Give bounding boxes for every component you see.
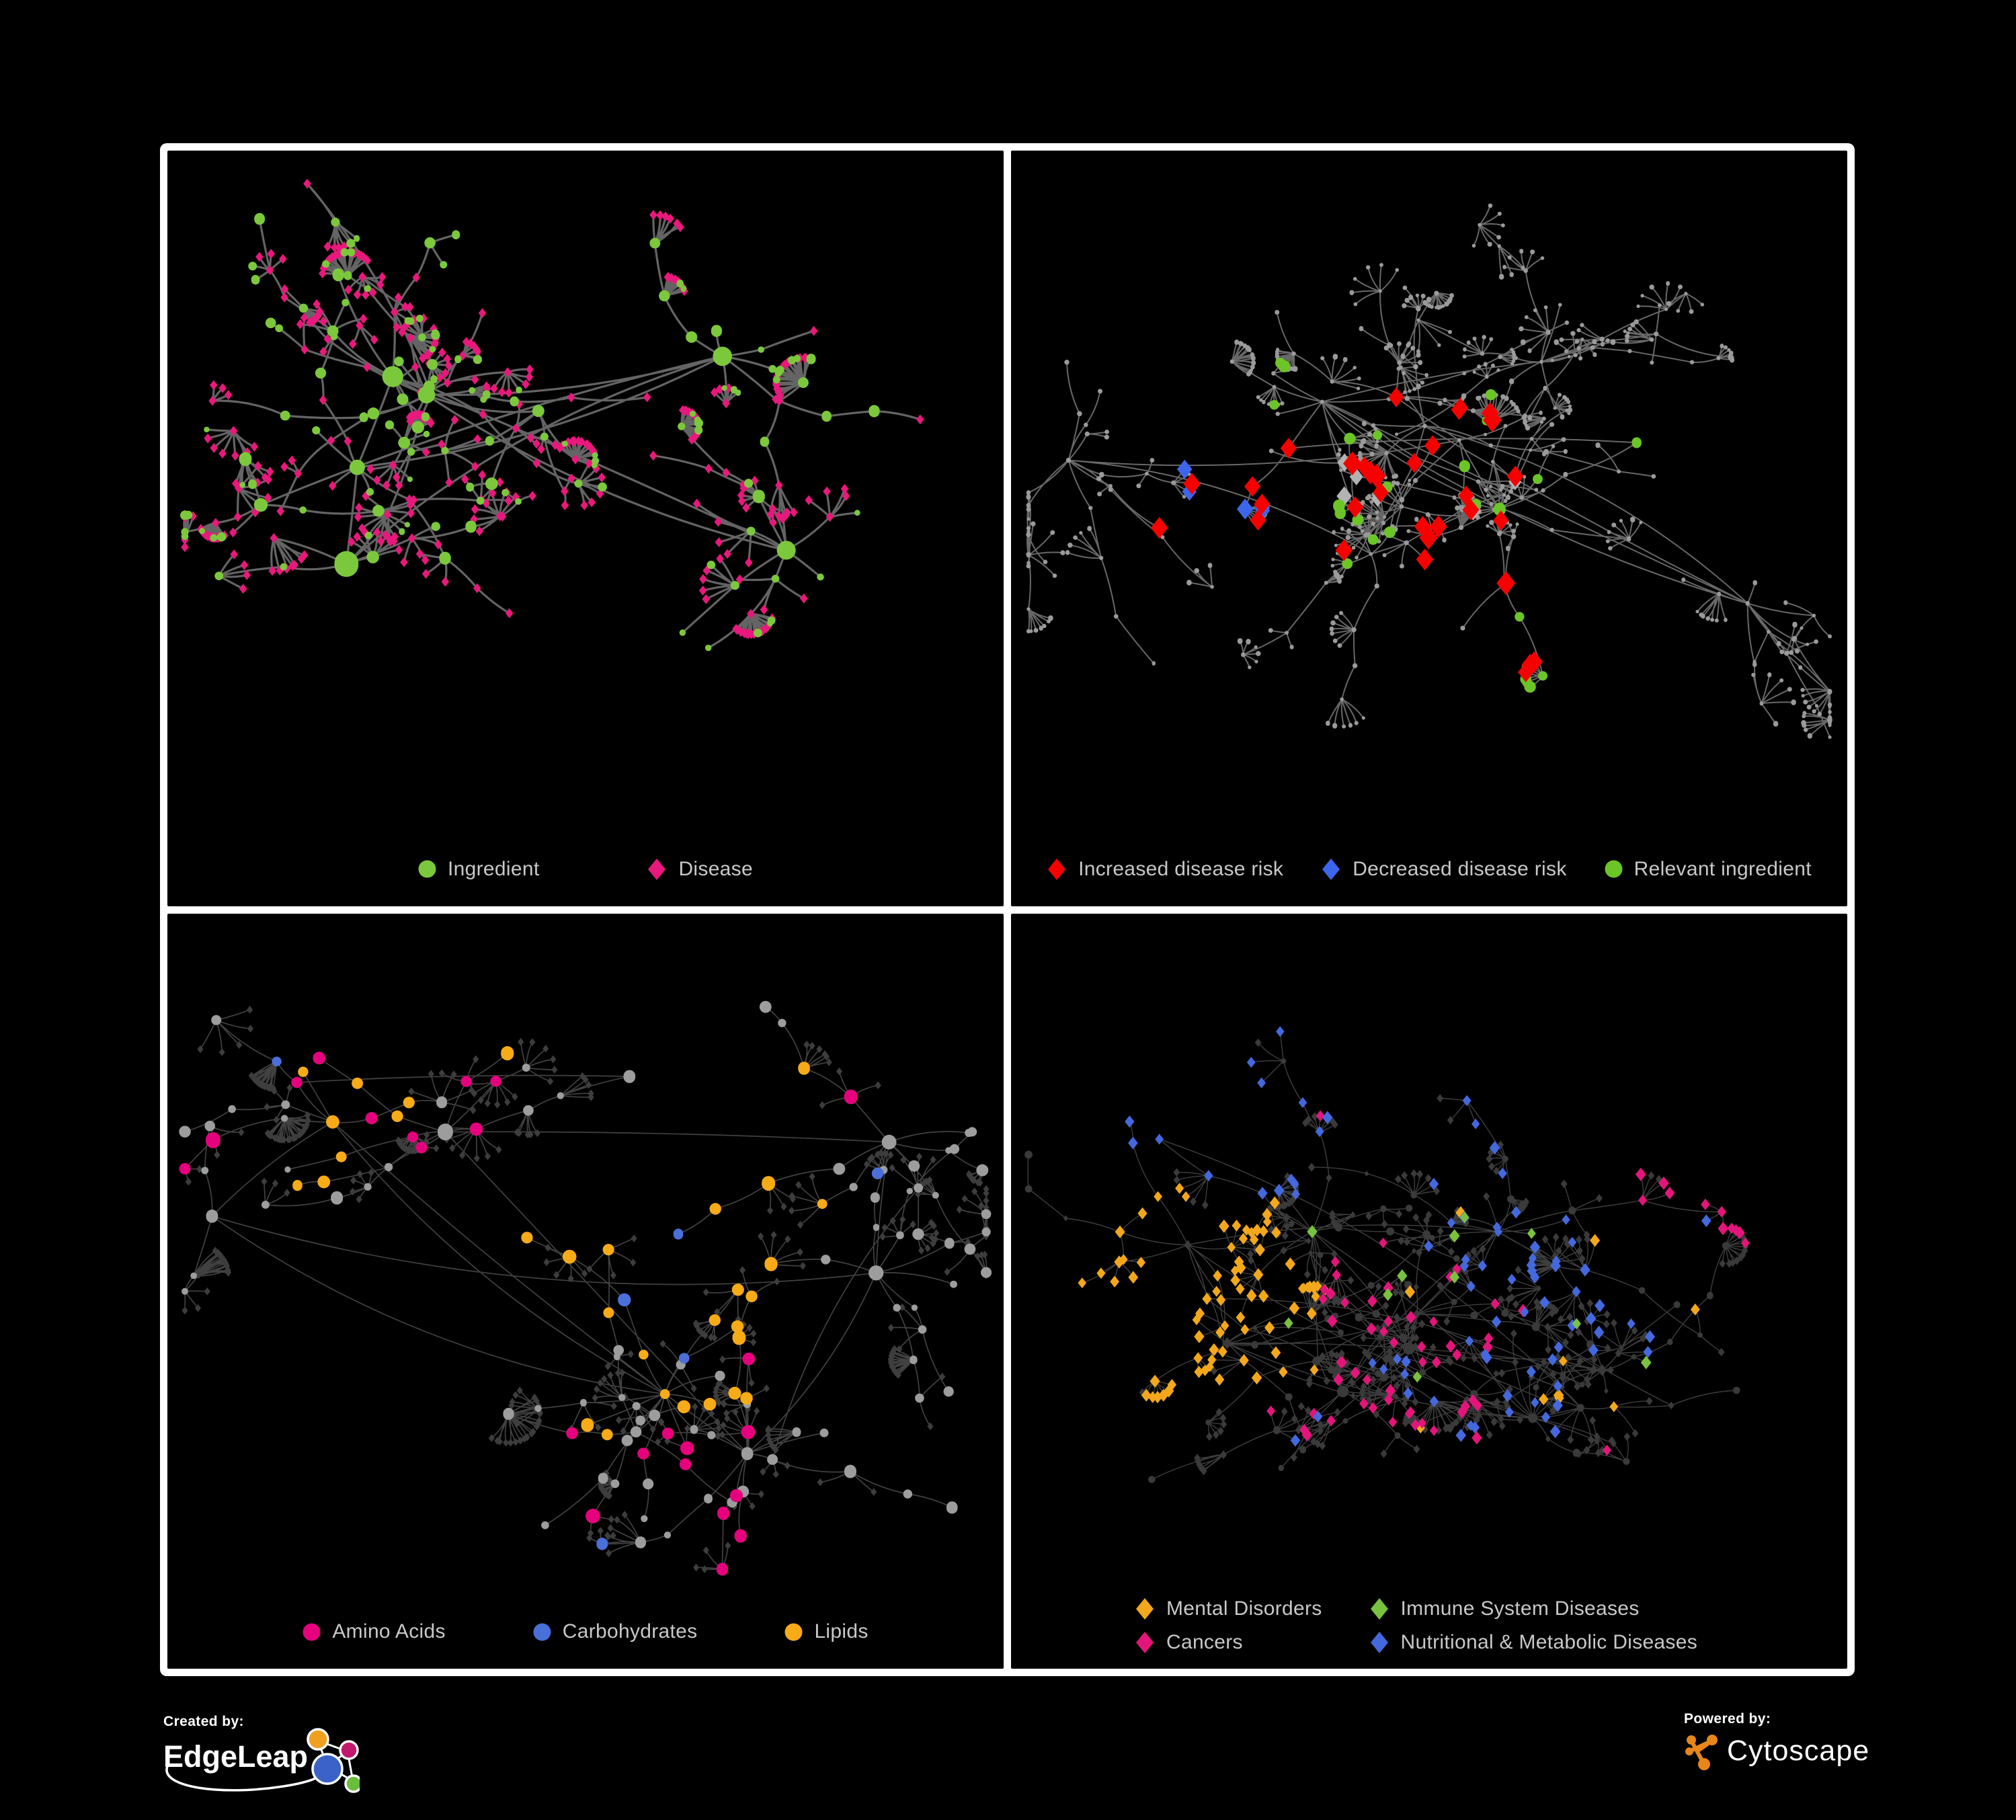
- network-nodes-diamonds: [181, 178, 924, 639]
- powered-by-label: Powered by:: [1684, 1711, 1771, 1727]
- legend-item-carbohydrates: Carbohydrates: [533, 1620, 698, 1643]
- legend-item-ingredient: Ingredient: [418, 858, 539, 881]
- network-graph-nutrients: [179, 1000, 992, 1576]
- network-graph-disease-categories: [1024, 1025, 1750, 1483]
- legend-label: Nutritional & Metabolic Diseases: [1400, 1631, 1697, 1653]
- legend-swatch-diamond-icon: [1370, 1598, 1388, 1620]
- edgeleap-swoosh: [165, 1765, 327, 1792]
- figure-frame: Ingredient Disease Increased disease risk…: [160, 143, 1855, 1676]
- legend-item-mental-disorders: Mental Disorders: [1135, 1597, 1322, 1620]
- legend-swatch-circle-icon: [533, 1623, 551, 1640]
- network-nodes-diamonds: [1177, 459, 1271, 520]
- edgeleap-node-blue: [311, 1753, 344, 1785]
- network-edges: [184, 1006, 988, 1570]
- legend-item-amino-acids: Amino Acids: [303, 1620, 445, 1643]
- network-nodes-circles: [272, 1056, 884, 1550]
- edgeleap-logo-icon: [165, 1728, 360, 1793]
- edgeleap-brand: EdgeLeap: [163, 1728, 365, 1798]
- legend-swatch-diamond-icon: [648, 858, 666, 880]
- network-graph-disease-risk: [1026, 203, 1832, 739]
- legend-item-immune-system-diseases: Immune System Diseases: [1369, 1597, 1697, 1620]
- edgeleap-node-orange: [307, 1728, 329, 1751]
- legend-label: Cancers: [1166, 1631, 1243, 1653]
- legend-label: Mental Disorders: [1166, 1597, 1322, 1620]
- panel-disease-categories: Mental Disorders Immune System Diseases Ca…: [1011, 913, 1847, 1669]
- legend-label: Immune System Diseases: [1400, 1597, 1640, 1620]
- created-by-block: Created by: EdgeLeap: [163, 1714, 365, 1798]
- legend-ingredient-disease: Ingredient Disease: [167, 858, 1004, 881]
- panel-nutrients: Amino Acids Carbohydrates Lipids: [167, 913, 1004, 1669]
- legend-label: Increased disease risk: [1078, 857, 1284, 880]
- panel-disease-risk: Increased disease risk Decreased disease …: [1011, 151, 1847, 906]
- legend-swatch-diamond-icon: [1136, 1632, 1154, 1653]
- legend-label: Ingredient: [448, 857, 540, 880]
- panel-ingredient-disease: Ingredient Disease: [167, 151, 1004, 906]
- legend-swatch-diamond-icon: [1370, 1632, 1388, 1653]
- network-edges: [183, 182, 922, 649]
- powered-by-block: Powered by: Cytoscape: [1684, 1711, 1869, 1770]
- legend-swatch-circle-icon: [418, 860, 436, 878]
- network-nodes-diamonds: [1078, 1182, 1700, 1433]
- legend-swatch-diamond-icon: [1136, 1598, 1154, 1620]
- legend-swatch-circle-icon: [1605, 860, 1623, 878]
- legend-item-relevant-ingredient: Relevant ingredient: [1605, 858, 1812, 881]
- legend-swatch-circle-icon: [303, 1623, 321, 1640]
- network-nodes-circles: [1256, 358, 1642, 693]
- legend-swatch-diamond-icon: [1048, 858, 1066, 880]
- legend-label: Relevant ingredient: [1634, 857, 1812, 880]
- legend-swatch-diamond-icon: [1322, 858, 1340, 880]
- edgeleap-node-magenta: [339, 1740, 359, 1760]
- legend-item-increased-disease-risk: Increased disease risk: [1047, 858, 1283, 881]
- created-by-label: Created by:: [163, 1714, 244, 1729]
- legend-disease-categories: Mental Disorders Immune System Diseases Ca…: [1011, 1597, 1847, 1654]
- legend-item-lipids: Lipids: [784, 1620, 868, 1643]
- legend-label: Carbohydrates: [562, 1620, 698, 1643]
- edgeleap-node-green: [344, 1774, 360, 1793]
- legend-swatch-circle-icon: [784, 1623, 803, 1640]
- network-nodes-circles: [179, 1051, 858, 1576]
- edgeleap-wordmark: EdgeLeap: [163, 1739, 309, 1774]
- cytoscape-logo-icon: [1685, 1735, 1718, 1770]
- legend-disease-risk: Increased disease risk Decreased disease …: [1011, 858, 1847, 881]
- legend-label: Amino Acids: [332, 1620, 446, 1643]
- network-nodes-diamonds: [1125, 1025, 1711, 1447]
- network-nodes-diamonds: [1063, 1038, 1749, 1475]
- legend-label: Lipids: [814, 1620, 869, 1643]
- cytoscape-brand: Cytoscape: [1684, 1731, 1869, 1770]
- legend-item-cancers: Cancers: [1135, 1631, 1322, 1654]
- network-edges: [1026, 204, 1831, 738]
- legend-item-decreased-disease-risk: Decreased disease risk: [1321, 858, 1566, 881]
- network-edges: [1027, 1031, 1746, 1480]
- legend-label: Disease: [678, 857, 753, 880]
- legend-item-nutritional-metabolic-diseases: Nutritional & Metabolic Diseases: [1369, 1631, 1697, 1654]
- legend-label: Decreased disease risk: [1353, 857, 1567, 880]
- network-graph-ingredient-disease: [180, 178, 924, 651]
- legend-nutrients: Amino Acids Carbohydrates Lipids: [167, 1620, 1004, 1643]
- legend-item-disease: Disease: [647, 857, 753, 881]
- cytoscape-wordmark: Cytoscape: [1727, 1734, 1870, 1767]
- network-nodes-circles: [179, 1000, 992, 1548]
